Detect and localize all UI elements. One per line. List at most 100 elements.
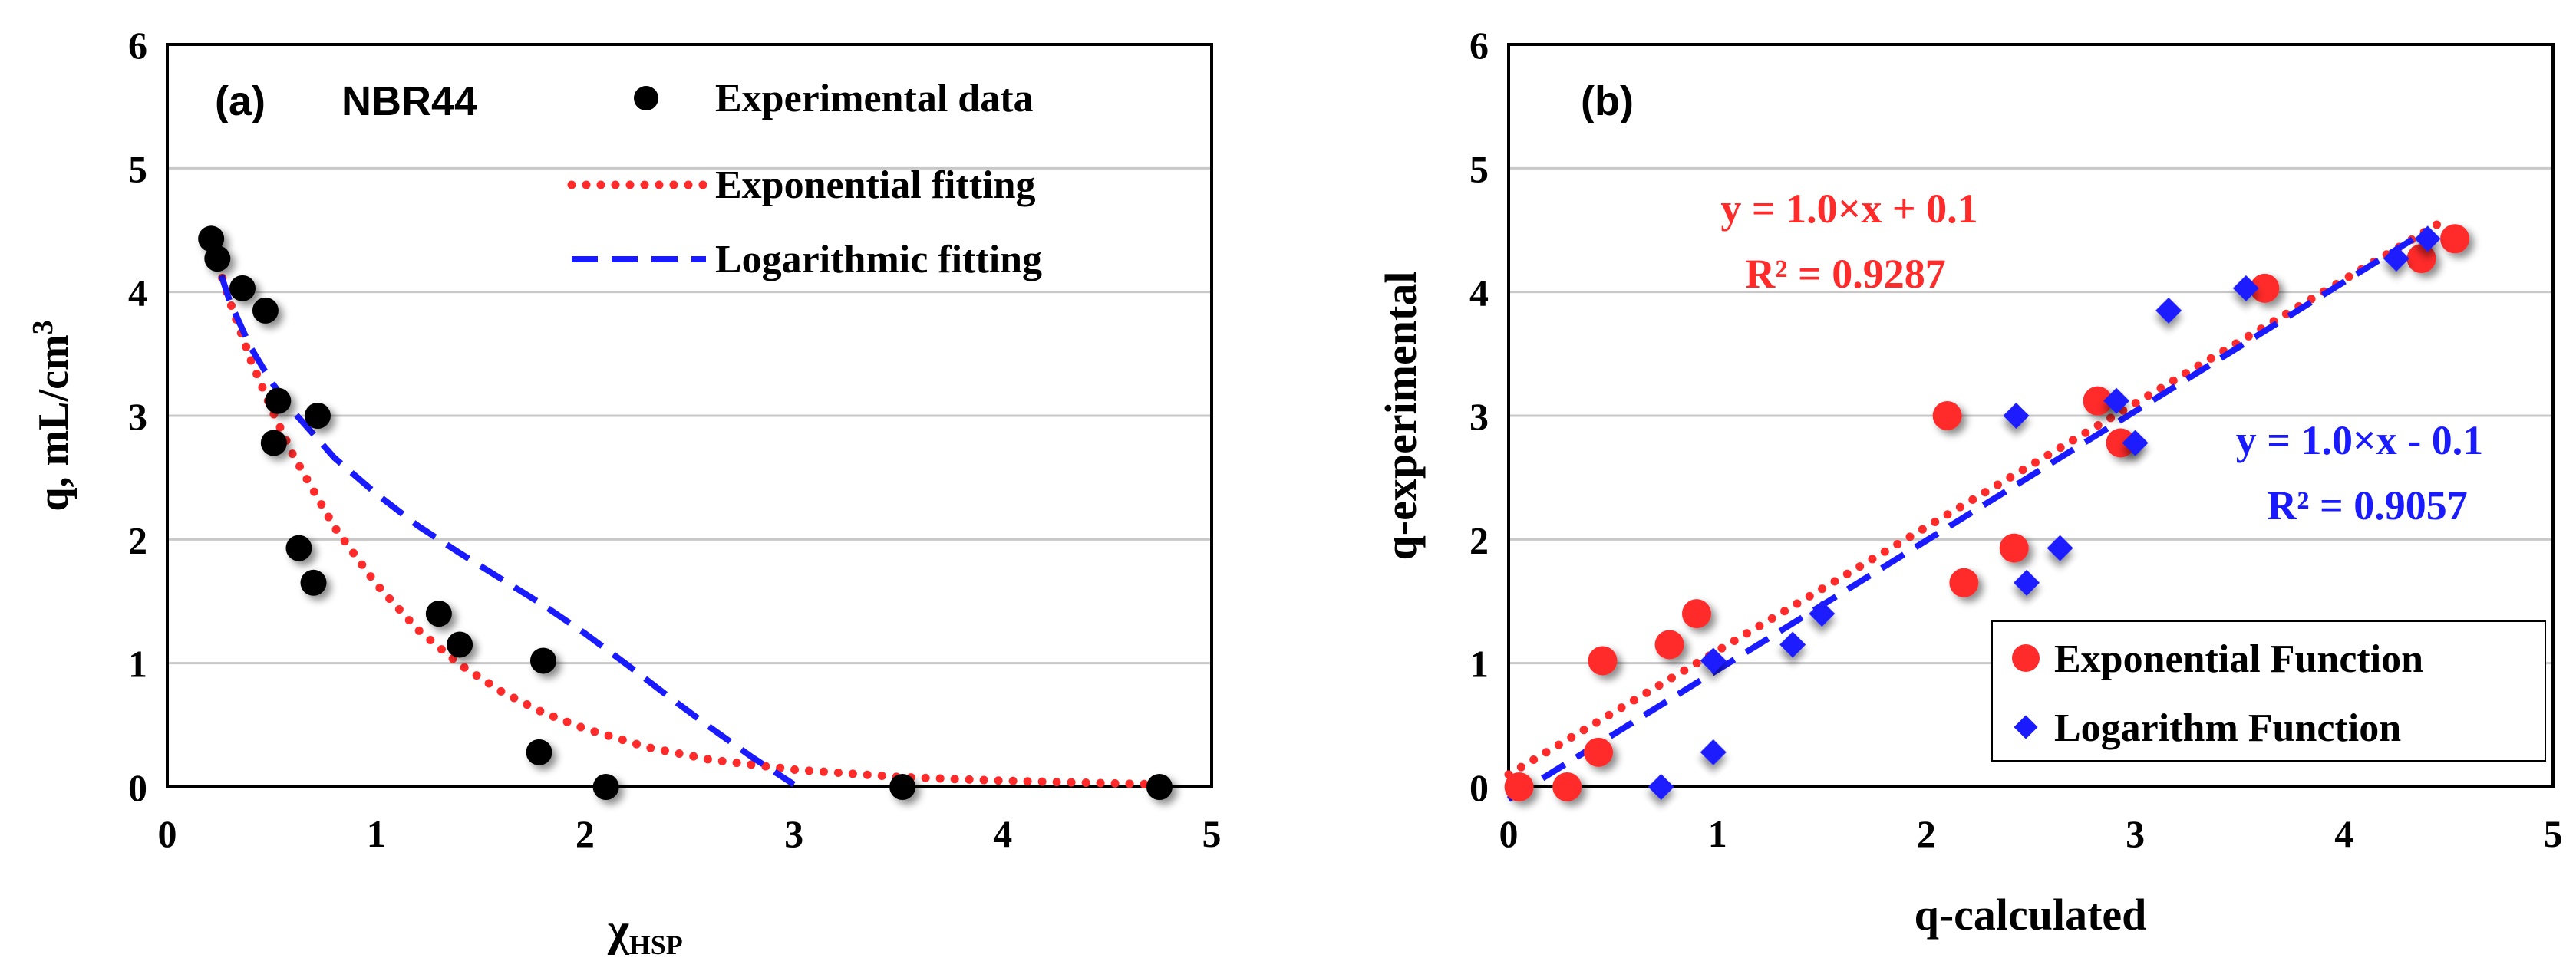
logarithmic-fitting-line [206, 236, 796, 788]
exponential-function-point [1932, 401, 1962, 430]
exponential-function-point [2106, 428, 2136, 458]
panel-b-label: (b) [1581, 78, 1634, 124]
legend-logarithm-function-label: Logarithm Function [2054, 706, 2401, 750]
experimental-data-point [260, 430, 287, 456]
exponential-function-point [2250, 273, 2280, 303]
exponential-function-point [2406, 244, 2436, 274]
logarithm-function-point [2155, 297, 2182, 324]
experimental-data-point [198, 225, 225, 252]
y-tick-label: 5 [1469, 147, 1489, 190]
logarithm-trendline-line [1506, 227, 2429, 802]
logarithm-function-point [2014, 569, 2040, 596]
x-tick-label: 3 [784, 812, 803, 855]
y-tick-label: 4 [1469, 272, 1489, 314]
legend-exponential-function-marker [2012, 644, 2040, 672]
experimental-data-point [252, 297, 279, 324]
panel-a-experimental-points [198, 225, 1173, 800]
experimental-data-point [285, 535, 312, 561]
x-tick-label: 0 [1499, 812, 1519, 855]
panel-b-trendlines [1504, 213, 2453, 802]
experimental-data-point [300, 569, 327, 596]
logarithm-function-point [1779, 631, 1806, 658]
x-tick-label: 2 [1917, 812, 1936, 855]
legend-experimental-label: Experimental data [715, 77, 1034, 120]
panel-a-y-tick-labels: 0 1 2 3 4 5 6 [128, 24, 147, 809]
log-equation: y = 1.0×x - 0.1 [2236, 417, 2484, 463]
panel-b-x-tick-labels: 0 1 2 3 4 5 [1499, 812, 2563, 855]
panel-b-plot-frame [1507, 43, 2555, 788]
legend-exponential-label: Exponential fitting [715, 163, 1036, 207]
y-tick-label: 2 [1469, 518, 1489, 561]
exponential-fitting-line [204, 232, 1164, 789]
legend-experimental-marker [634, 86, 658, 110]
panel-a-x-tick-labels: 0 1 2 3 4 5 [158, 812, 1222, 855]
panel-b-legend: Exponential Function Logarithm Function [1991, 620, 2546, 762]
x-tick-label: 5 [1202, 812, 1222, 855]
x-tick-label: 0 [158, 812, 177, 855]
panel-a-label: (a) [215, 78, 266, 124]
y-tick-label: 1 [1469, 643, 1489, 686]
exponential-function-point [1654, 630, 1684, 660]
panel-a-plot-frame [166, 43, 1213, 788]
logarithm-function-point [2383, 245, 2409, 272]
experimental-data-point [447, 631, 473, 658]
logarithm-function-point [1700, 739, 1727, 765]
exponential-function-point [2440, 224, 2470, 254]
experimental-data-point [204, 245, 231, 272]
experimental-data-point [1146, 774, 1173, 800]
exponential-function-point [1949, 568, 1979, 597]
y-tick-label: 6 [1469, 24, 1489, 67]
y-tick-label: 3 [128, 395, 147, 438]
y-tick-label: 5 [128, 147, 147, 190]
experimental-data-point [265, 387, 292, 414]
exponential-function-point [1588, 646, 1618, 676]
panel-a-x-axis-chi: χ [607, 904, 630, 955]
y-tick-label: 4 [128, 272, 147, 314]
exp-equation: y = 1.0×x + 0.1 [1720, 186, 1977, 232]
panel-b-chart: 0 1 2 3 4 5 6 0 1 2 3 4 5 (b) y = 1.0×x + 0.1 R² = … [1376, 24, 2563, 940]
legend-exponential-function-label: Exponential Function [2054, 637, 2423, 681]
logarithm-function-point [1648, 774, 1674, 800]
exponential-function-point [1681, 599, 1711, 629]
experimental-data-point [229, 275, 256, 301]
experimental-data-point [592, 774, 619, 800]
legend-logarithmic-label: Logarithmic fitting [715, 238, 1042, 281]
exponential-function-point [1999, 533, 2029, 563]
exp-r2: R² = 0.9287 [1745, 251, 1945, 297]
x-tick-label: 2 [576, 812, 595, 855]
panel-a-x-axis-title: χHSP [607, 904, 683, 960]
x-tick-label: 4 [993, 812, 1012, 855]
exponential-function-point [1552, 772, 1582, 801]
panel-b-y-tick-labels: 0 1 2 3 4 5 6 [1469, 24, 1489, 809]
x-tick-label: 3 [2126, 812, 2145, 855]
panel-a-fit-curves [204, 232, 1164, 789]
y-tick-label: 3 [1469, 395, 1489, 438]
panel-b-y-axis-title: q-experimental [1376, 272, 1426, 561]
y-tick-label: 1 [128, 643, 147, 686]
x-tick-label: 1 [367, 812, 386, 855]
panel-a-y-axis-main: q, mL/cm [30, 334, 78, 511]
panel-a-y-axis-superscript: 3 [27, 320, 59, 334]
logarithm-function-point [2003, 403, 2030, 429]
experimental-data-point [889, 774, 916, 800]
y-tick-label: 0 [1469, 766, 1489, 809]
log-r2: R² = 0.9057 [2267, 482, 2467, 528]
experimental-data-point [526, 739, 552, 765]
experimental-data-point [529, 647, 556, 674]
y-tick-label: 0 [128, 766, 147, 809]
panel-a-x-axis-subscript: HSP [629, 930, 683, 960]
y-tick-label: 2 [128, 518, 147, 561]
x-tick-label: 1 [1708, 812, 1727, 855]
x-tick-label: 5 [2544, 812, 2563, 855]
panel-a-chart: 0 1 2 3 4 5 6 0 1 2 3 4 5 (a) NBR44 Experimental da… [27, 24, 1222, 960]
panel-a-legend: Experimental data Exponential fitting Lo… [567, 77, 1042, 281]
y-tick-label: 6 [128, 24, 147, 67]
panel-a-material-label: NBR44 [341, 78, 477, 124]
experimental-data-point [304, 403, 331, 429]
panel-b-legend-box [1991, 620, 2546, 762]
exponential-function-point [1584, 737, 1614, 767]
x-tick-label: 4 [2334, 812, 2353, 855]
logarithm-function-point [1809, 601, 1836, 627]
panel-a-y-axis-title: q, mL/cm3 [27, 320, 78, 511]
